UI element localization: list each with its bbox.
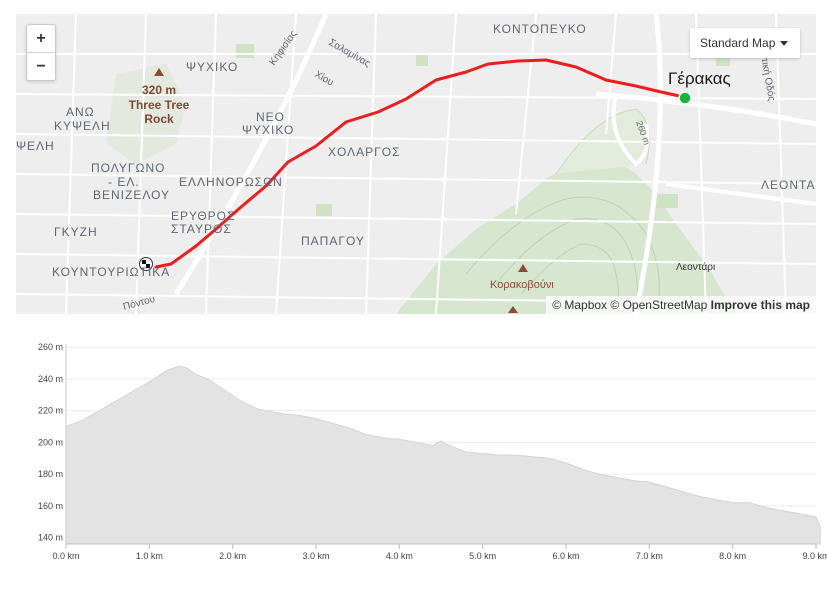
major-road bbox=[173, 14, 329, 296]
elevation-chart[interactable]: 140 m 160 m 180 m 200 m 220 m 240 m 260 m 0.0 k… bbox=[0, 330, 827, 570]
area-label: ΒΕΝΙΖΕΛΟΥ bbox=[93, 188, 170, 202]
major-road bbox=[665, 182, 816, 206]
park bbox=[416, 54, 428, 66]
area-label: ΚΥΨΕΛΗ bbox=[54, 119, 111, 133]
park bbox=[236, 44, 254, 58]
finish-marker-icon[interactable] bbox=[139, 257, 153, 271]
place-label: Κορακοβούνι bbox=[490, 279, 554, 291]
x-tick-label: 6.0 km bbox=[552, 551, 579, 561]
zoom-in-button[interactable]: + bbox=[27, 25, 55, 53]
x-tick-label: 2.0 km bbox=[219, 551, 246, 561]
x-tick-label: 0.0 km bbox=[52, 551, 79, 561]
y-tick-label: 160 m bbox=[38, 501, 63, 511]
street-label: Σαλαμίνας bbox=[327, 36, 373, 70]
start-marker[interactable] bbox=[678, 91, 692, 105]
area-label: ΕΛΛΗΝΟΡΩΣΩΝ bbox=[179, 175, 283, 189]
area-label: ΑΝΩ bbox=[66, 105, 95, 119]
area-label: ΠΟΛΥΓΩΝΟ bbox=[91, 161, 166, 175]
y-tick-label: 220 m bbox=[38, 406, 63, 416]
area-label: ΛΕΟΝΤΑ bbox=[761, 178, 815, 192]
major-road bbox=[611, 93, 650, 167]
street-grid bbox=[16, 14, 816, 314]
park bbox=[316, 204, 332, 216]
peak-icon bbox=[154, 68, 164, 76]
map-attribution: © Mapbox © OpenStreetMap Improve this ma… bbox=[546, 296, 816, 314]
area-label: ΠΑΠΑΓΟΥ bbox=[301, 234, 365, 248]
peak-name-label: Rock bbox=[144, 112, 174, 126]
attribution-osm[interactable]: © OpenStreetMap bbox=[610, 298, 708, 312]
area-label: ΨΥΧΙΚΟ bbox=[186, 60, 238, 74]
area-label: ΨΕΛΗ bbox=[16, 139, 55, 153]
route-line bbox=[154, 58, 686, 269]
elevation-area bbox=[65, 365, 821, 545]
peak-icon bbox=[518, 264, 528, 272]
place-label: Λεοντάρι bbox=[676, 261, 715, 273]
start-label: Γέρακας bbox=[668, 69, 731, 88]
x-tick-label: 8.0 km bbox=[719, 551, 746, 561]
park bbox=[656, 194, 678, 208]
street-label: Χίου bbox=[313, 68, 336, 88]
area-label: - ΕΛ. bbox=[108, 175, 140, 189]
area-label: ΚΟΥΝΤΟΥΡΙΩΤΙΚΑ bbox=[52, 265, 170, 279]
x-tick-label: 3.0 km bbox=[302, 551, 329, 561]
x-tick-label: 5.0 km bbox=[469, 551, 496, 561]
zoom-control: + − bbox=[26, 24, 56, 81]
map-style-label: Standard Map bbox=[700, 36, 776, 50]
area-label: ΧΟΛΑΡΓΟΣ bbox=[328, 145, 401, 159]
mountain-contour bbox=[465, 196, 660, 314]
caret-down-icon bbox=[780, 41, 788, 46]
x-tick-label: 7.0 km bbox=[636, 551, 663, 561]
zoom-out-button[interactable]: − bbox=[36, 58, 46, 75]
y-tick-label: 240 m bbox=[38, 374, 63, 384]
y-tick-label: 140 m bbox=[38, 533, 63, 543]
hill-area bbox=[106, 64, 186, 164]
area-label: ΝΕΟ bbox=[256, 110, 285, 124]
peak-name-label: Three Tree bbox=[129, 98, 190, 112]
peak-elevation-label: 320 m bbox=[142, 83, 176, 97]
route-map[interactable]: ΚΟΝΤΟΠΕΥΚΟ ΨΥΧΙΚΟ ΝΕΟ ΨΥΧΙΚΟ ΧΟΛΑΡΓΟΣ ΕΛ… bbox=[16, 14, 816, 314]
major-road bbox=[595, 91, 816, 127]
area-label: ΨΥΧΙΚΟ bbox=[242, 123, 294, 137]
mountain-area bbox=[396, 154, 736, 314]
attribution-mapbox[interactable]: © Mapbox bbox=[552, 298, 608, 312]
y-tick-label: 200 m bbox=[38, 437, 63, 447]
street-label: πική Οδός bbox=[758, 54, 778, 102]
improve-map-link[interactable]: Improve this map bbox=[710, 298, 810, 312]
map-style-select[interactable]: Standard Map bbox=[690, 28, 800, 58]
y-tick-label: 260 m bbox=[38, 342, 63, 352]
area-label: ΚΟΝΤΟΠΕΥΚΟ bbox=[493, 22, 587, 36]
x-tick-label: 1.0 km bbox=[136, 551, 163, 561]
y-tick-label: 180 m bbox=[38, 469, 63, 479]
area-label: ΣΤΑΥΡΟΣ bbox=[171, 222, 232, 236]
x-tick-label: 9.0 km bbox=[802, 551, 827, 561]
area-label: ΕΡΥΘΡΟΣ bbox=[171, 209, 235, 223]
major-road bbox=[633, 14, 663, 314]
x-tick-label: 4.0 km bbox=[386, 551, 413, 561]
mountain-contour bbox=[520, 243, 619, 314]
peak-icon bbox=[508, 306, 518, 313]
area-label: ΓΚΥΖΗ bbox=[54, 225, 98, 239]
map-canvas: ΚΟΝΤΟΠΕΥΚΟ ΨΥΧΙΚΟ ΝΕΟ ΨΥΧΙΚΟ ΧΟΛΑΡΓΟΣ ΕΛ… bbox=[16, 14, 816, 314]
